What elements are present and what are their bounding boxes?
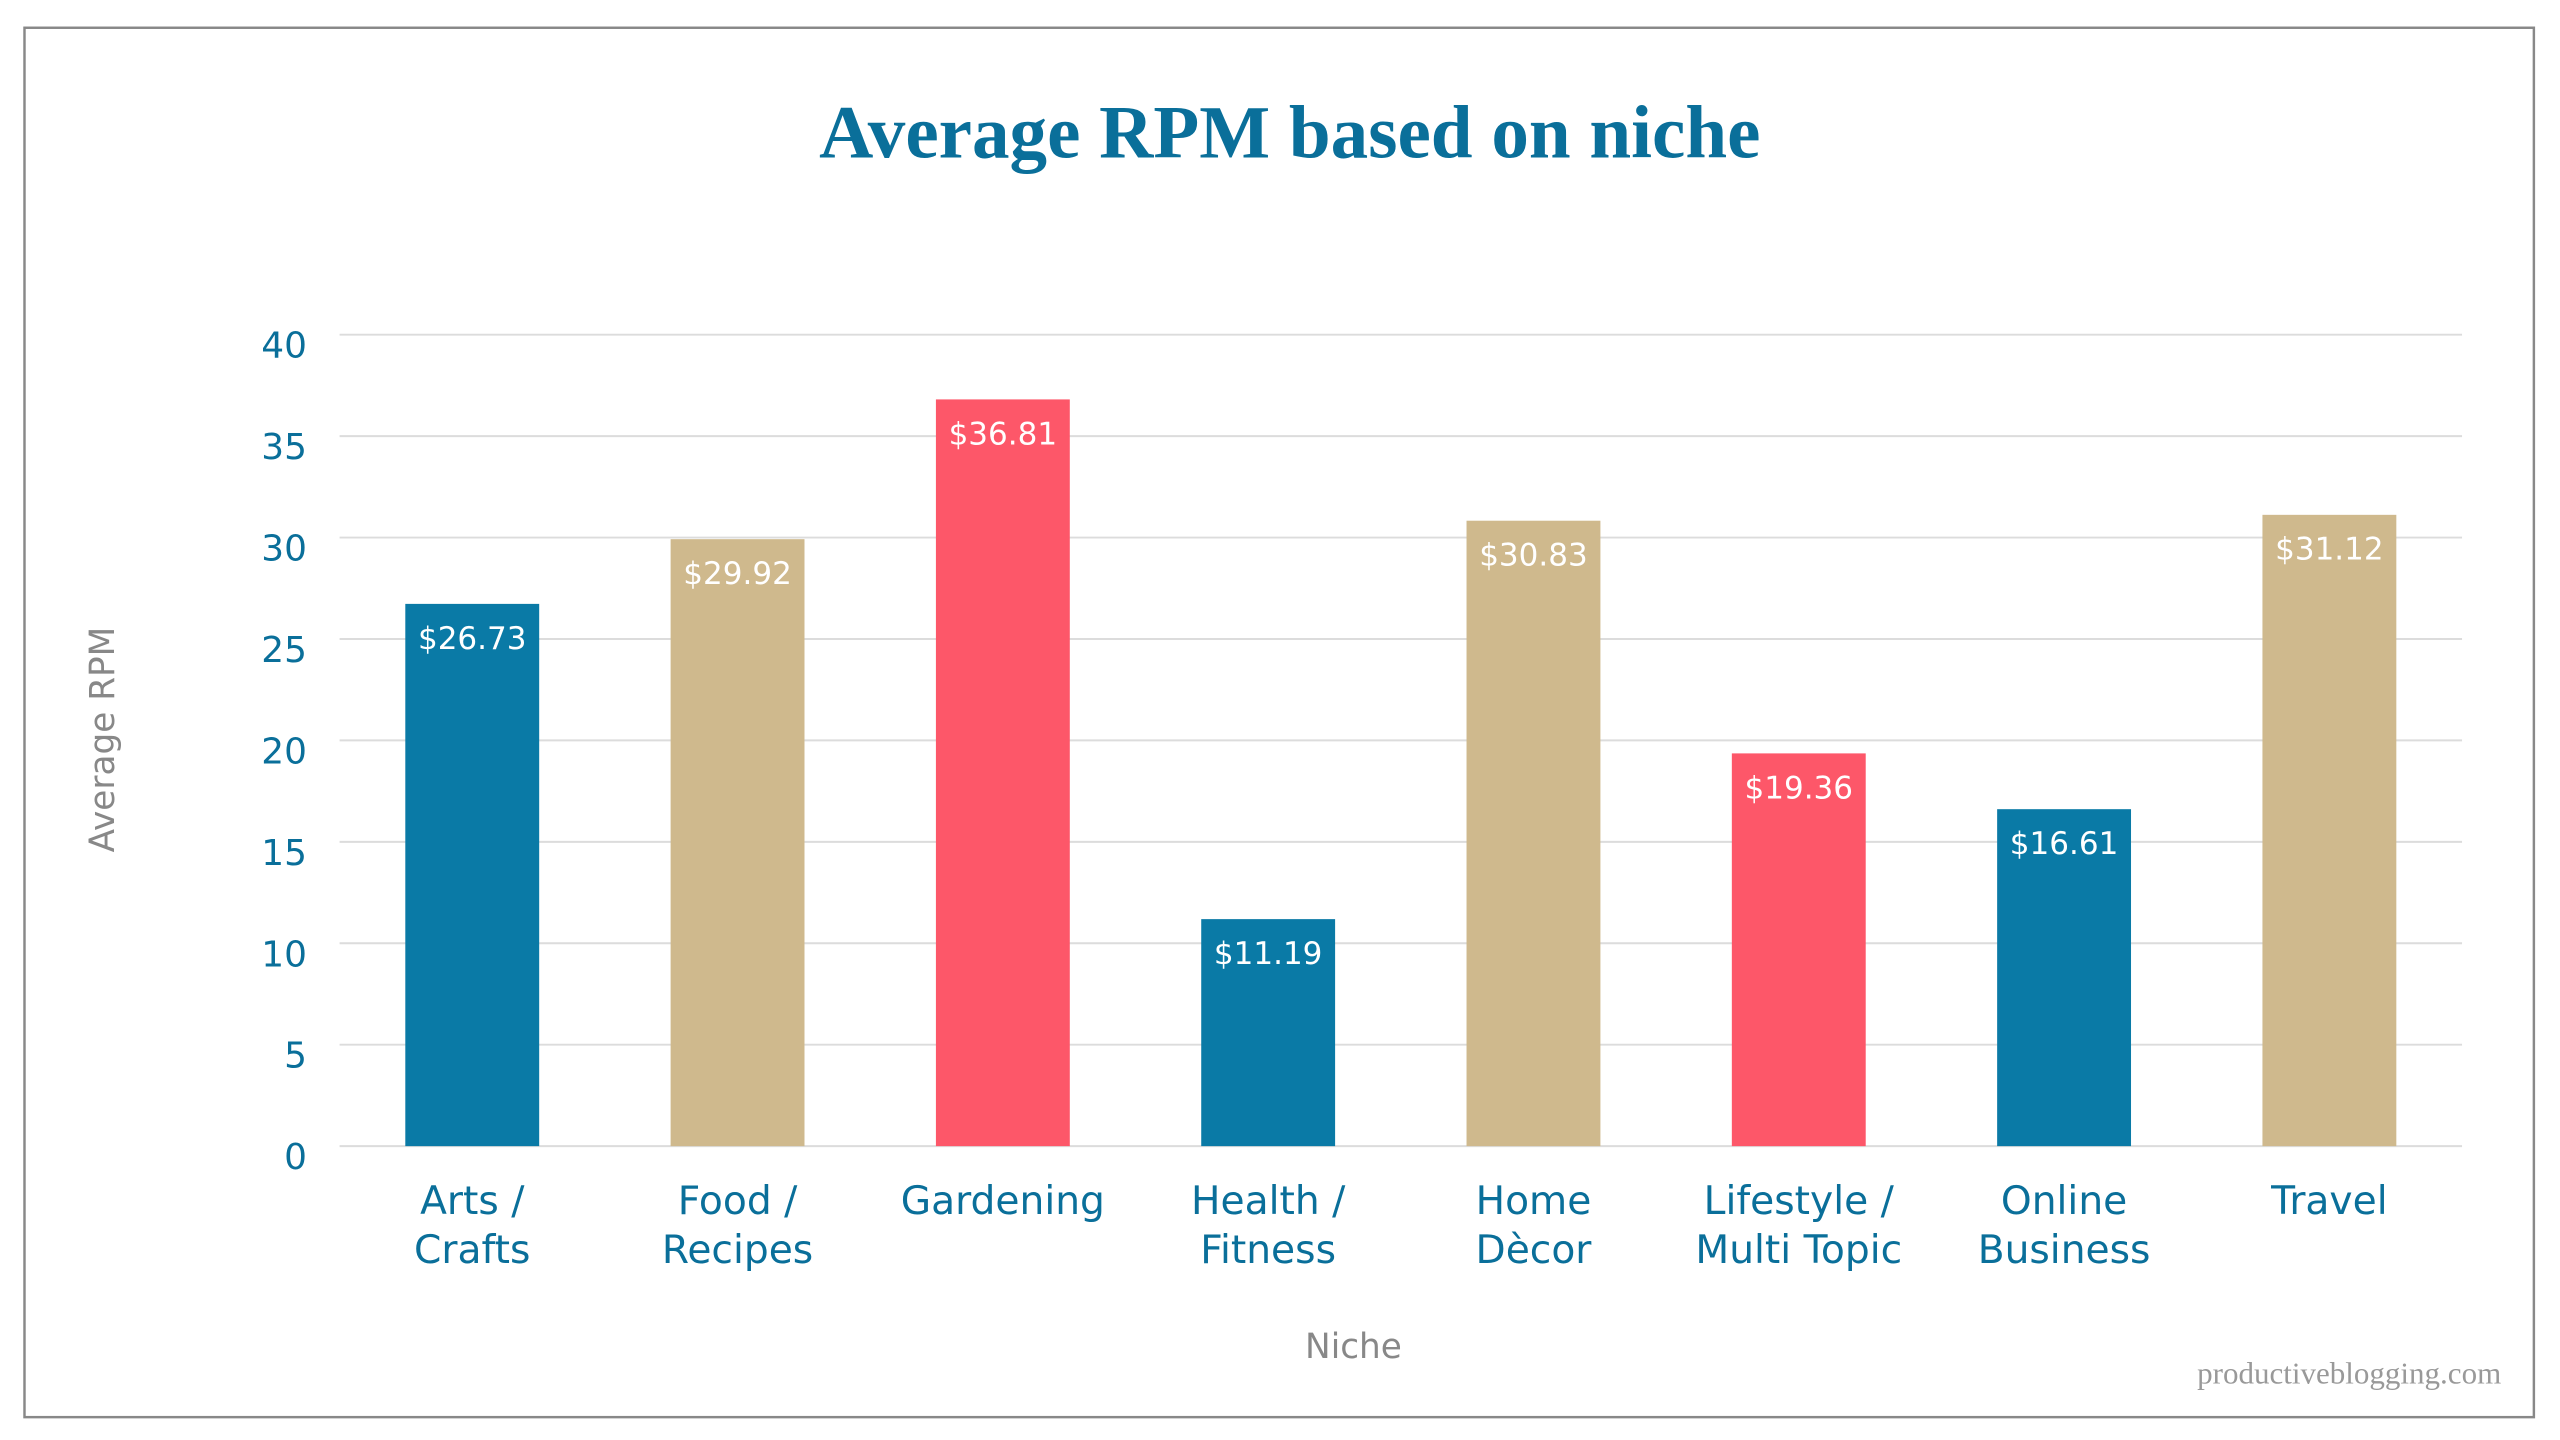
- x-tick-label: Gardening: [901, 1179, 1105, 1224]
- y-tick-label: 40: [261, 326, 307, 367]
- x-tick-label: Lifestyle / Multi Topic: [1695, 1179, 1902, 1273]
- y-axis-title: Average RPM: [83, 627, 123, 853]
- y-tick-label: 35: [261, 427, 307, 468]
- bar: [1201, 919, 1336, 1147]
- value-label: $19.36: [1745, 770, 1854, 806]
- bar: [1466, 520, 1601, 1147]
- value-label: $26.73: [418, 621, 527, 657]
- y-tick-label: 15: [261, 833, 307, 874]
- source: productiveblogging.com: [2197, 1355, 2501, 1390]
- y-tick-label: 20: [261, 731, 307, 772]
- y-tick-label: 30: [261, 529, 307, 570]
- bar: [1731, 753, 1866, 1147]
- y-tick-label: 25: [261, 630, 307, 671]
- x-tick-label: Home Dècor: [1476, 1179, 1593, 1273]
- x-tick-label: Online Business: [1978, 1179, 2151, 1273]
- bar: [2262, 514, 2397, 1147]
- x-tick-label: Food / Recipes: [662, 1179, 813, 1273]
- bar: [670, 539, 805, 1147]
- x-tick-label: Travel: [2270, 1179, 2387, 1224]
- y-tick-label: 10: [261, 934, 307, 975]
- value-label: $11.19: [1214, 936, 1323, 972]
- bar: [405, 603, 540, 1147]
- x-tick-label: Arts / Crafts: [414, 1179, 530, 1273]
- value-label: $30.83: [1479, 538, 1588, 574]
- chart-title: Average RPM based on niche: [819, 92, 1760, 175]
- y-tick-label: 0: [284, 1137, 307, 1178]
- bar: [1997, 809, 2132, 1147]
- x-axis-title: Niche: [1305, 1327, 1402, 1367]
- bar: [935, 399, 1070, 1147]
- y-tick-label: 5: [284, 1036, 307, 1077]
- value-label: $31.12: [2275, 532, 2384, 568]
- value-label: $29.92: [683, 556, 792, 592]
- value-label: $16.61: [2010, 826, 2119, 862]
- x-tick-label: Health / Fitness: [1191, 1179, 1346, 1273]
- value-label: $36.81: [949, 416, 1058, 452]
